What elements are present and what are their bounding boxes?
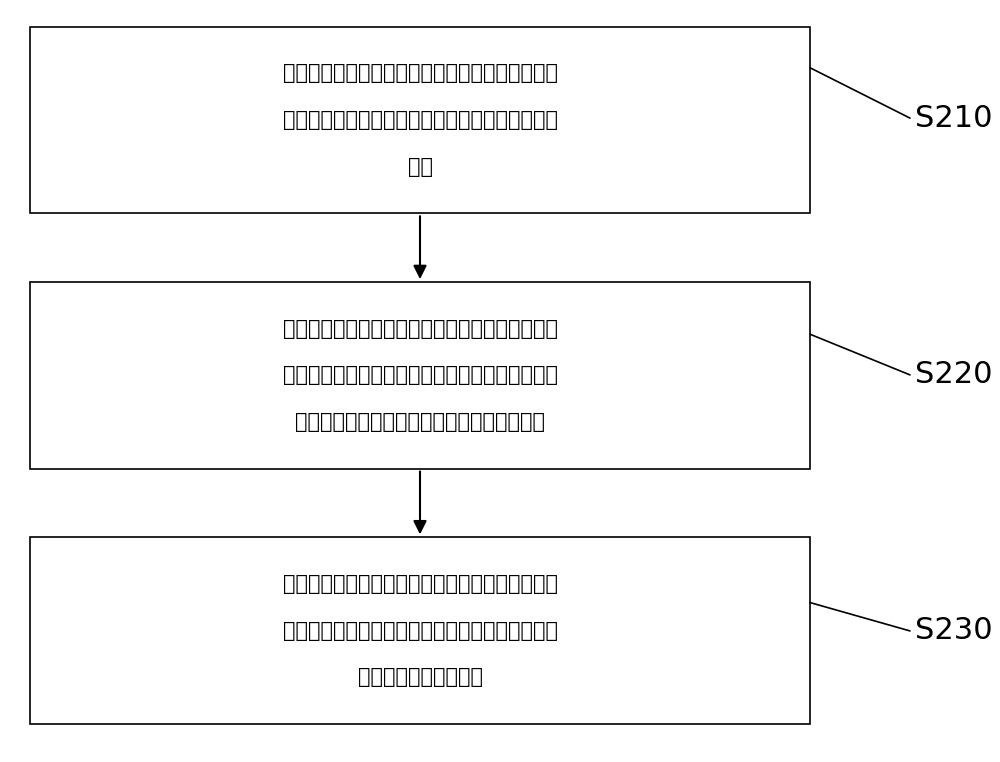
Text: 所述相机之间的外参数: 所述相机之间的外参数 — [358, 668, 483, 687]
Text: 交点在所述成像平面中的目标坐标信息，其中所述: 交点在所述成像平面中的目标坐标信息，其中所述 — [283, 365, 558, 386]
Bar — [30, 282, 810, 469]
Text: 根据所述目标坐标信息和所述直线方程确定误差方: 根据所述目标坐标信息和所述直线方程确定误差方 — [283, 574, 558, 594]
Text: S220: S220 — [915, 360, 992, 389]
Text: S210: S210 — [915, 104, 992, 133]
Text: S230: S230 — [915, 616, 993, 645]
Text: 方程: 方程 — [408, 157, 433, 177]
Text: ，以及所述标定线在所述相机的成像平面中的直线: ，以及所述标定线在所述相机的成像平面中的直线 — [283, 110, 558, 130]
Bar — [30, 537, 810, 724]
Text: 获取所述单线激光雷达的发射光束与标定线的交点: 获取所述单线激光雷达的发射光束与标定线的交点 — [283, 63, 558, 83]
Text: 程，并根据所述误差方程获取所述单线激光雷达与: 程，并根据所述误差方程获取所述单线激光雷达与 — [283, 620, 558, 641]
Text: 第一坐标系为所述单线激光雷达对应的坐标系: 第一坐标系为所述单线激光雷达对应的坐标系 — [295, 412, 545, 432]
Bar — [30, 27, 810, 213]
Text: 根据所述交点在第一坐标系中的坐标信息获取所述: 根据所述交点在第一坐标系中的坐标信息获取所述 — [283, 319, 558, 338]
